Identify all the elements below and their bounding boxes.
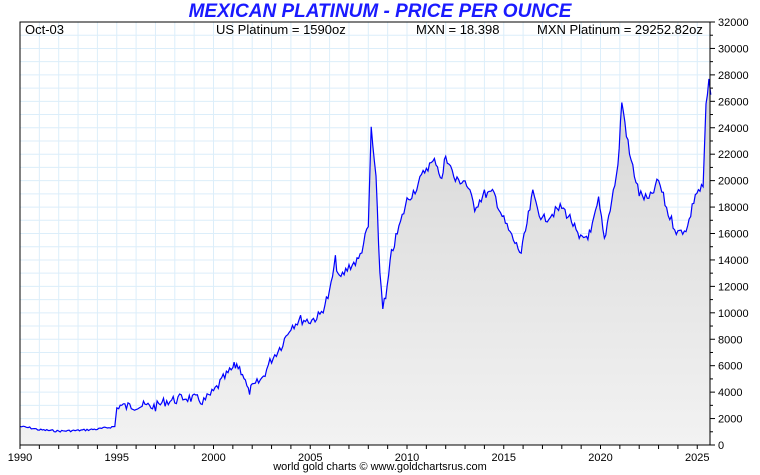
chart-title: MEXICAN PLATINUM - PRICE PER OUNCE <box>188 1 572 22</box>
mxn-platinum-label: MXN Platinum = 29252.82oz <box>537 22 703 37</box>
y-tick-label: 24000 <box>718 123 749 135</box>
date-label: Oct-03 <box>25 22 65 37</box>
mxn-rate-label: MXN = 18.398 <box>416 22 500 37</box>
y-tick-label: 20000 <box>718 176 749 188</box>
x-tick-label: 1990 <box>8 452 32 464</box>
x-tick-label: 2020 <box>588 452 612 464</box>
y-tick-label: 4000 <box>718 387 742 399</box>
y-tick-label: 22000 <box>718 149 749 161</box>
us-platinum-label: US Platinum = 1590oz <box>216 22 346 37</box>
x-tick-label: 2025 <box>685 452 709 464</box>
y-tick-label: 30000 <box>718 43 749 55</box>
y-tick-label: 10000 <box>718 308 749 320</box>
x-tick-label: 2010 <box>395 452 419 464</box>
y-tick-label: 8000 <box>718 334 742 346</box>
y-tick-label: 6000 <box>718 361 742 373</box>
price-area-fill <box>20 78 711 446</box>
y-tick-label: 28000 <box>718 70 749 82</box>
x-tick-label: 2015 <box>492 452 516 464</box>
price-line <box>19 78 712 433</box>
footer-credit: world gold charts © www.goldchartsrus.co… <box>273 461 487 473</box>
y-tick-label: 12000 <box>718 281 749 293</box>
y-tick-label: 32000 <box>718 17 749 29</box>
y-tick-label: 16000 <box>718 229 749 241</box>
x-tick-label: 2000 <box>201 452 225 464</box>
y-tick-label: 0 <box>718 440 724 452</box>
y-tick-label: 2000 <box>718 414 742 426</box>
x-tick-label: 1995 <box>105 452 129 464</box>
y-tick-label: 14000 <box>718 255 749 267</box>
x-tick-label: 2005 <box>298 452 322 464</box>
y-tick-label: 26000 <box>718 96 749 108</box>
y-tick-label: 18000 <box>718 202 749 214</box>
